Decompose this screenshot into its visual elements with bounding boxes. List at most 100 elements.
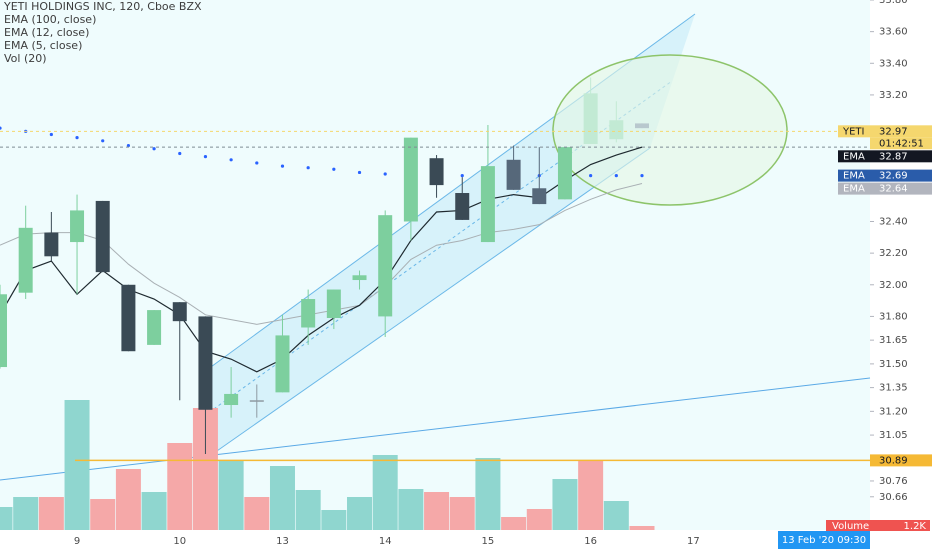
legend-entry: EMA (100, close) xyxy=(4,13,96,26)
volume-bar xyxy=(295,490,321,530)
y-tick-label: 31.80 xyxy=(879,311,908,322)
y-tick-label: 32.40 xyxy=(879,216,908,227)
y-tick-label: 33.80 xyxy=(879,0,908,6)
price-label-value: 30.89 xyxy=(879,455,908,466)
trend-line xyxy=(0,377,871,481)
x-tick-label: 10 xyxy=(173,536,186,547)
y-tick-label: 31.05 xyxy=(879,430,908,441)
volume-bar xyxy=(475,458,501,530)
ema-dot xyxy=(203,155,208,159)
volume-bar xyxy=(629,526,655,530)
ema-dot xyxy=(49,132,53,137)
ema-dot xyxy=(589,174,593,178)
price-label-box xyxy=(870,125,932,138)
candle-body xyxy=(224,393,239,406)
volume-bar xyxy=(424,492,450,530)
ema-dot xyxy=(383,172,387,176)
volume-bar xyxy=(321,510,347,530)
series-layer xyxy=(0,77,655,530)
y-tick-label: 33.60 xyxy=(879,27,908,38)
price-label-name-box xyxy=(838,169,870,182)
y-tick-label: 33.20 xyxy=(879,90,908,101)
ema-dot xyxy=(75,136,79,140)
candle-body xyxy=(275,335,290,393)
price-label-name: EMA xyxy=(843,184,865,195)
legend-entry: EMA (12, close) xyxy=(4,26,89,39)
volume-label-box xyxy=(826,520,930,531)
drawings xyxy=(0,13,871,481)
ema-dot xyxy=(460,174,464,178)
y-tick-label: 30.66 xyxy=(879,492,908,503)
y-tick-label: 32.00 xyxy=(879,280,908,291)
volume-label-value: 1.2K xyxy=(904,521,927,532)
x-tick-label: 17 xyxy=(687,536,700,547)
volume-bar xyxy=(347,497,373,530)
volume-bar xyxy=(244,497,270,530)
volume-bar xyxy=(501,517,527,530)
price-label-name-box xyxy=(838,125,870,138)
volume-bar xyxy=(552,479,578,530)
crosshair-time: 13 Feb '20 09:30 xyxy=(782,535,866,546)
candle-body xyxy=(403,137,418,222)
candle-body xyxy=(532,188,547,205)
candle-body xyxy=(70,210,85,243)
candle-body xyxy=(635,123,649,129)
legend-entry: Vol (20) xyxy=(4,52,47,65)
ema-dot xyxy=(126,143,130,148)
y-tick-label: 30.76 xyxy=(879,476,908,487)
candle-body xyxy=(198,316,213,410)
price-label-value: 32.64 xyxy=(879,184,908,195)
x-tick-label: 14 xyxy=(379,536,392,547)
price-label-name-box xyxy=(838,150,870,163)
candle-body xyxy=(121,284,136,352)
candle-body xyxy=(44,232,59,257)
y-tick-label: 31.50 xyxy=(879,359,908,370)
ema-dot xyxy=(306,166,310,170)
y-tick-label: 31.65 xyxy=(879,335,908,346)
candle-body xyxy=(429,158,444,186)
ema-dot xyxy=(614,174,618,178)
candle-body xyxy=(583,93,598,144)
channel-lower xyxy=(203,147,651,461)
y-tick-label: 32.20 xyxy=(879,248,908,259)
countdown: 01:42:51 xyxy=(879,138,924,149)
volume-bar xyxy=(578,461,604,530)
countdown-box xyxy=(870,137,932,150)
price-label-value: 32.87 xyxy=(879,151,908,162)
ema-dot xyxy=(178,151,182,156)
candle-body xyxy=(18,227,33,293)
candle-body xyxy=(455,193,470,220)
volume-bar xyxy=(269,466,295,530)
time-axis xyxy=(0,530,870,550)
candle-body xyxy=(147,310,162,345)
price-label-name: YETI xyxy=(842,126,864,137)
ema-dot xyxy=(0,126,2,130)
ema-dot xyxy=(640,174,644,178)
volume-bar xyxy=(603,501,629,530)
volume-bar xyxy=(0,507,13,530)
y-tick-label: 33.40 xyxy=(879,58,908,69)
y-tick-label: 31.35 xyxy=(879,383,908,394)
price-label-value: 32.97 xyxy=(879,126,908,137)
x-tick-label: 13 xyxy=(276,536,289,547)
candle-body xyxy=(172,302,187,322)
legend-entry: EMA (5, close) xyxy=(4,39,82,52)
volume-label-name: Volume xyxy=(832,521,869,532)
volume-bar xyxy=(167,443,193,530)
candle-body xyxy=(352,275,367,281)
ema-dot xyxy=(229,158,233,162)
price-label-value: 32.69 xyxy=(879,171,908,182)
candle-body xyxy=(557,147,572,200)
ema-dot xyxy=(255,161,259,165)
candle-body xyxy=(0,294,7,368)
price-axis xyxy=(870,0,932,550)
volume-bar xyxy=(372,455,398,530)
ema-dot xyxy=(101,139,105,143)
volume-bar xyxy=(449,497,475,530)
price-label-name: EMA xyxy=(843,171,865,182)
highlight-ellipse xyxy=(552,54,788,206)
crosshair-time-box xyxy=(778,531,870,549)
volume-bar xyxy=(64,400,90,530)
volume-bar xyxy=(398,489,424,530)
price-label-name: EMA xyxy=(843,151,865,162)
